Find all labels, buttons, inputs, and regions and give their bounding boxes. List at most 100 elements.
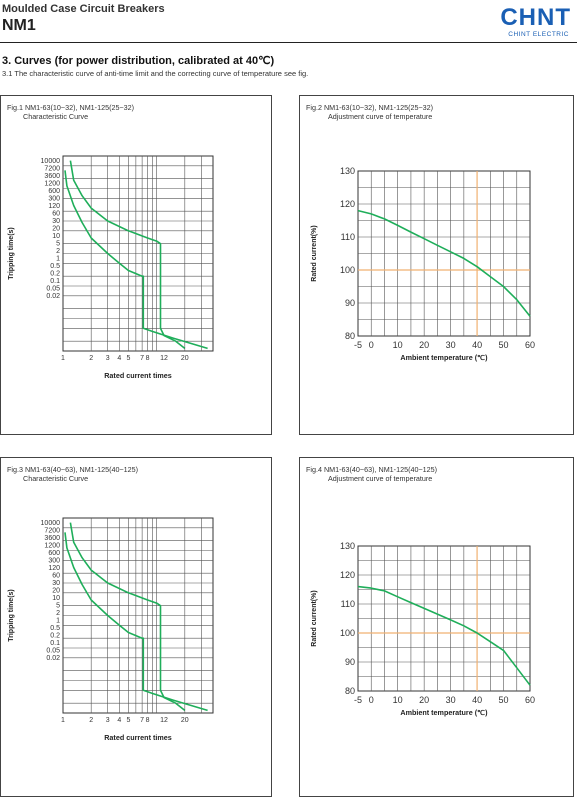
- y-tick-label: 10000: [41, 520, 61, 527]
- y-tick-label: 0.05: [46, 648, 60, 655]
- x-tick-label: 2: [89, 355, 93, 362]
- y-tick-label: 3600: [44, 535, 60, 542]
- figure-3-chart: 10000720036001200600300120603020105210.5…: [8, 517, 214, 742]
- y-tick-label: 110: [341, 232, 355, 242]
- x-tick-label: 4: [117, 717, 121, 724]
- x-tick-label: 5: [126, 717, 130, 724]
- y-tick-label: 10: [52, 595, 60, 602]
- series-line-1: [357, 585, 531, 686]
- x-tick-label: 20: [181, 355, 189, 362]
- figure-2-caption: Fig.2 NM1-63(10~32), NM1-125(25~32): [306, 103, 434, 112]
- series-line-2: [69, 160, 186, 350]
- y-tick-label: 110: [341, 599, 355, 609]
- x-tick-label: 8: [146, 717, 150, 724]
- y-tick-label: 7200: [44, 528, 60, 535]
- y-tick-label: 1200: [44, 181, 60, 188]
- y-tick-label: 130: [340, 166, 355, 176]
- y-axis-label: Rated current(%): [311, 225, 318, 281]
- y-tick-label: 0.5: [50, 625, 60, 632]
- figure-3-panel: Fig.3 NM1-63(40~63), NM1-125(40~125) Cha…: [0, 457, 272, 797]
- y-tick-label: 90: [345, 657, 355, 667]
- x-tick-label: 0: [369, 340, 374, 350]
- logo-wordmark: CHNT: [500, 4, 571, 31]
- x-tick-label: 20: [181, 717, 189, 724]
- figure-2-panel: Fig.2 NM1-63(10~32), NM1-125(25~32) Adju…: [299, 95, 574, 435]
- figure-2-chart: 130 120 110 100 90 80-5 0 10 20 30 40 50 60 Ambient t…: [311, 166, 535, 362]
- figure-1-caption: Fig.1 NM1-63(10~32), NM1-125(25~32): [7, 103, 135, 112]
- y-tick-label: 80: [345, 686, 355, 696]
- y-tick-label: 30: [52, 218, 60, 225]
- x-tick-label: 60: [525, 340, 535, 350]
- x-tick-label: 50: [499, 340, 509, 350]
- x-tick-label: 30: [446, 695, 456, 705]
- y-tick-label: 100: [340, 265, 355, 275]
- x-tick-label: 8: [146, 355, 150, 362]
- y-tick-label: 10000: [41, 158, 61, 165]
- y-tick-label: 120: [48, 203, 60, 210]
- series-line-2: [69, 522, 186, 712]
- x-tick-label: 40: [472, 695, 482, 705]
- y-tick-label: 0.2: [50, 271, 60, 278]
- figure-1-subcaption: Characteristic Curve: [23, 112, 89, 121]
- y-axis-label: Tripping time(s): [8, 227, 15, 280]
- series-line-1: [357, 209, 531, 317]
- brand-logo: CHNT CHINT ELECTRIC: [485, 4, 571, 42]
- series-line-1: [64, 170, 208, 350]
- y-tick-label: 0.02: [46, 293, 60, 300]
- x-tick-label: 4: [117, 355, 121, 362]
- y-tick-label: 120: [48, 565, 60, 572]
- x-tick-label: 5: [126, 355, 130, 362]
- header-subtitle: Moulded Case Circuit Breakers: [2, 3, 165, 15]
- y-tick-label: 0.2: [50, 633, 60, 640]
- x-tick-label: 10: [393, 695, 403, 705]
- y-tick-label: 90: [345, 298, 355, 308]
- figure-4-chart: 130 120 110 100 90 80-5 0 10 20 30 40 50 60 Ambient t…: [311, 541, 535, 717]
- y-tick-label: 5: [56, 241, 60, 248]
- y-tick-label: 60: [52, 211, 60, 218]
- figure-3-subcaption: Characteristic Curve: [23, 474, 89, 483]
- x-tick-label: 10: [393, 340, 403, 350]
- y-tick-label: 1: [56, 618, 60, 625]
- y-tick-label: 2: [56, 248, 60, 255]
- x-tick-label: 12: [160, 355, 168, 362]
- y-tick-label: 100: [340, 628, 355, 638]
- y-tick-label: 600: [48, 550, 60, 557]
- y-axis-label: Rated current(%): [311, 590, 318, 646]
- series-line-1: [64, 532, 208, 712]
- figure-1-panel: Fig.1 NM1-63(10~32), NM1-125(25~32) Char…: [0, 95, 272, 435]
- y-tick-label: 0.1: [50, 640, 60, 647]
- x-tick-label: 50: [499, 695, 509, 705]
- y-tick-label: 30: [52, 580, 60, 587]
- x-tick-label: -5: [354, 340, 362, 350]
- x-tick-label: -5: [354, 695, 362, 705]
- y-tick-label: 300: [48, 196, 60, 203]
- figure-3-caption: Fig.3 NM1-63(40~63), NM1-125(40~125): [7, 465, 139, 474]
- figure-2-subcaption: Adjustment curve of temperature: [328, 112, 433, 121]
- section-note: 3.1 The characteristic curve of anti-tim…: [2, 69, 309, 78]
- figure-4-subcaption: Adjustment curve of temperature: [328, 474, 433, 483]
- y-tick-label: 0.02: [46, 655, 60, 662]
- figure-4-panel: Fig.4 NM1-63(40~63), NM1-125(40~125) Adj…: [299, 457, 574, 797]
- section-title: 3. Curves (for power distribution, calib…: [2, 55, 275, 67]
- x-tick-label: 2: [89, 717, 93, 724]
- y-tick-label: 1: [56, 256, 60, 263]
- y-tick-label: 80: [345, 331, 355, 341]
- x-tick-label: 1: [61, 355, 65, 362]
- y-tick-label: 5: [56, 603, 60, 610]
- x-axis-label: Ambient temperature (℃): [400, 353, 488, 362]
- x-tick-label: 7: [140, 355, 144, 362]
- y-tick-label: 20: [52, 226, 60, 233]
- x-tick-label: 12: [160, 717, 168, 724]
- y-tick-label: 120: [340, 570, 355, 580]
- figure-1-chart: 10000720036001200600300120603020105210.5…: [8, 155, 214, 380]
- x-axis-label: Rated current times: [104, 371, 172, 380]
- x-tick-label: 7: [140, 717, 144, 724]
- logo-subtext: CHINT ELECTRIC: [508, 31, 569, 38]
- y-tick-label: 130: [340, 541, 355, 551]
- header-title: NM1: [2, 17, 36, 34]
- y-tick-label: 0.5: [50, 263, 60, 270]
- x-tick-label: 40: [472, 340, 482, 350]
- y-axis-label: Tripping time(s): [8, 589, 15, 642]
- y-tick-label: 7200: [44, 166, 60, 173]
- y-tick-label: 3600: [44, 173, 60, 180]
